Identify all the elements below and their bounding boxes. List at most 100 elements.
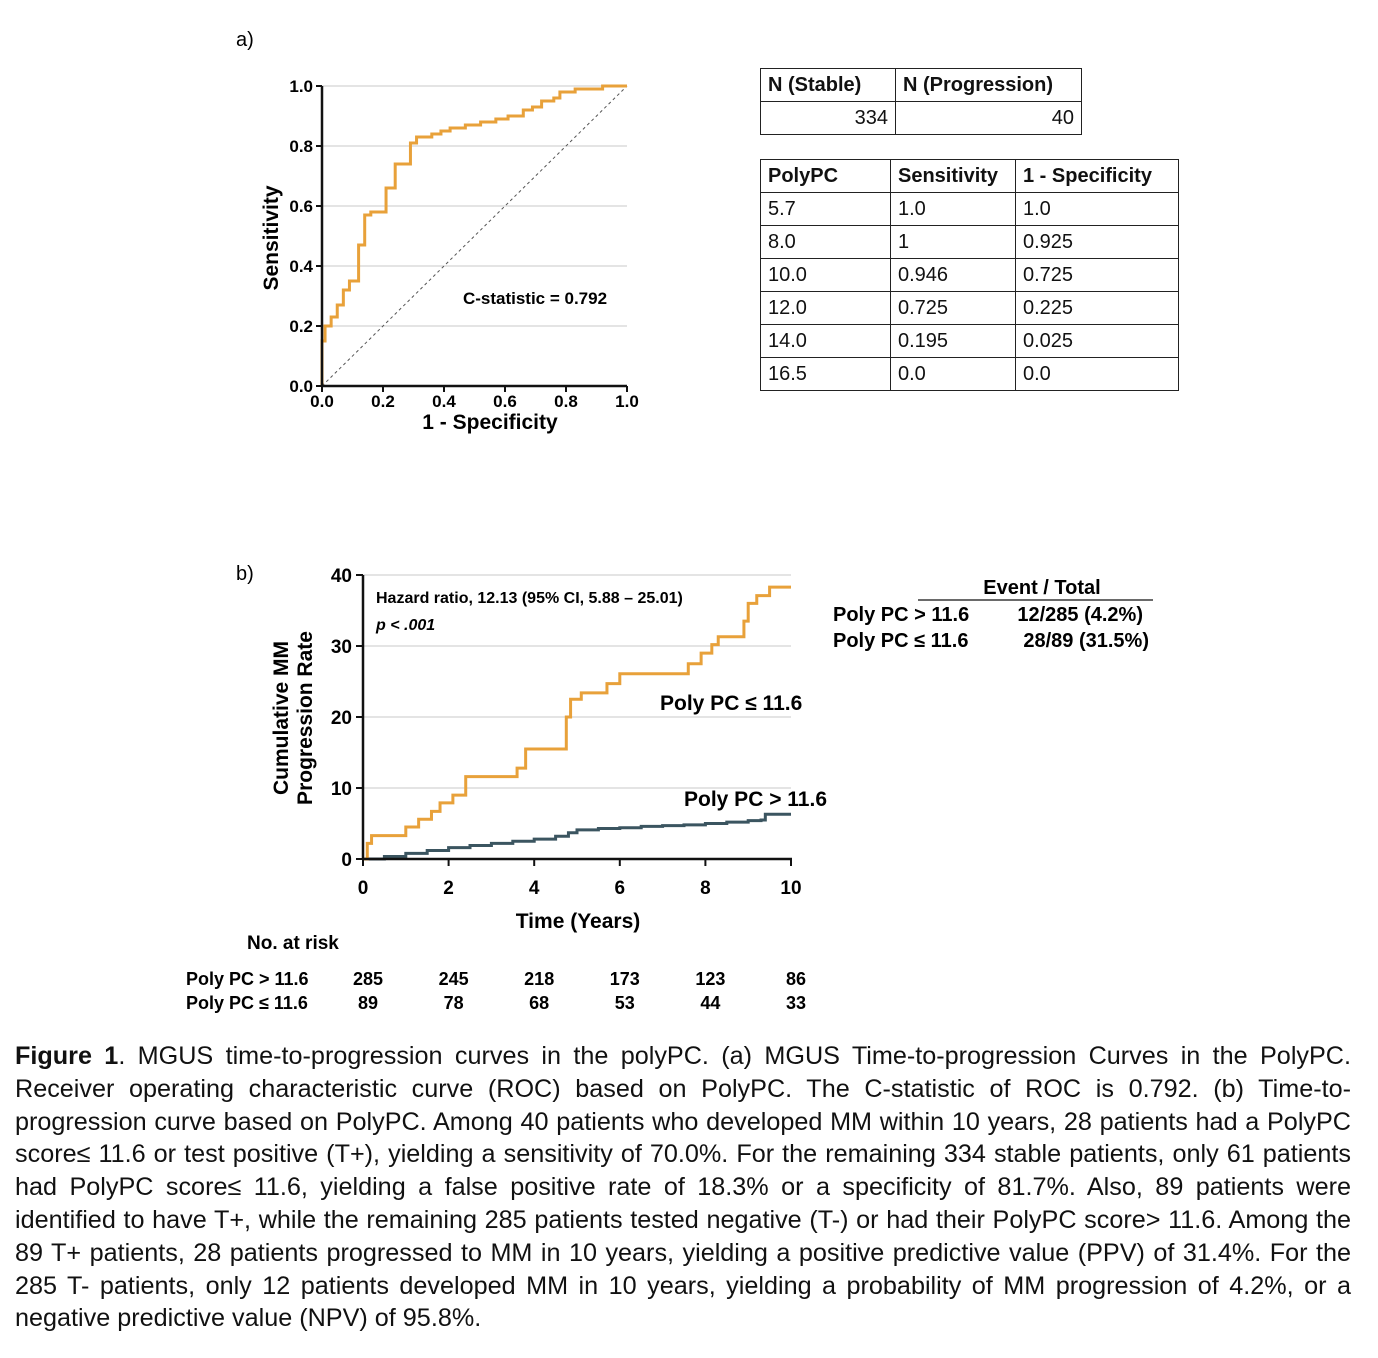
- table-header-cell: N (Progression): [895, 68, 1082, 102]
- km-y-tick-label: 20: [331, 708, 352, 729]
- table-cell: 0.725: [1015, 258, 1179, 292]
- roc-y-tick-label: 0.4: [289, 257, 313, 276]
- risk-value: 285: [353, 969, 383, 989]
- km-x-ticks: 0 2 4 6 8 10: [358, 859, 802, 899]
- roc-chart: 0.0 0.2 0.4 0.6 0.8 1.0 0.0 0.2 0.4 0.6 0.8 1.0 1 …: [260, 77, 639, 434]
- table-cell: 0.225: [1015, 291, 1179, 325]
- counts-table: N (Stable) N (Progression) 334 40: [760, 68, 1082, 135]
- risk-value: 173: [610, 969, 640, 989]
- roc-y-tick-label: 0.2: [289, 317, 313, 336]
- table-row: 334 40: [760, 101, 1082, 135]
- table-cell: 5.7: [760, 192, 891, 226]
- risk-value: 33: [786, 993, 806, 1013]
- km-y-axis-title-line2: Progression Rate: [294, 631, 317, 805]
- table-cell: 0.0: [890, 357, 1016, 391]
- risk-table-title: No. at risk: [247, 933, 339, 954]
- table-cell: 12.0: [760, 291, 891, 325]
- risk-value: 218: [524, 969, 554, 989]
- table-cell: 334: [760, 101, 896, 135]
- risk-value: 53: [615, 993, 635, 1013]
- roc-y-tick-label: 0.6: [289, 197, 313, 216]
- table-cell: 0.195: [890, 324, 1016, 358]
- table-row: 5.7 1.0 1.0: [760, 192, 1179, 226]
- event-group-label: Poly PC ≤ 11.6: [833, 630, 969, 652]
- table-cell: 14.0: [760, 324, 891, 358]
- km-x-tick-label: 8: [700, 878, 711, 899]
- panel-a-label: a): [236, 29, 254, 51]
- km-x-axis-title: Time (Years): [516, 910, 641, 933]
- km-curve-low: [363, 585, 791, 861]
- km-y-tick-label: 30: [331, 637, 352, 658]
- km-y-tick-label: 0: [341, 850, 352, 871]
- curve-label-low: Poly PC ≤ 11.6: [660, 692, 802, 715]
- roc-gridlines: [322, 85, 627, 327]
- roc-x-tick-label: 0.4: [432, 392, 456, 411]
- table-row: PolyPC Sensitivity 1 - Specificity: [760, 159, 1179, 193]
- roc-y-ticks: 0.0 0.2 0.4 0.6 0.8 1.0: [289, 77, 322, 396]
- figure-caption: Figure 1. MGUS time-to-progression curve…: [15, 1040, 1351, 1335]
- km-y-axis-title-line1: Cumulative MM: [270, 641, 293, 795]
- event-group-value: 12/285 (4.2%): [1017, 604, 1143, 626]
- table-cell: 16.5: [760, 357, 891, 391]
- table-header-cell: Sensitivity: [890, 159, 1016, 193]
- roc-y-tick-label: 1.0: [289, 77, 313, 96]
- km-x-tick-label: 4: [529, 878, 540, 899]
- risk-value: 78: [444, 993, 464, 1013]
- p-value-annotation: p < .001: [375, 617, 435, 634]
- c-statistic-annotation: C-statistic = 0.792: [463, 289, 607, 308]
- risk-values: 285 245 218 173 123 86 89 78 68 53 44 33: [353, 969, 806, 1013]
- roc-x-ticks: 0.0 0.2 0.4 0.6 0.8 1.0: [310, 386, 639, 411]
- risk-value: 86: [786, 969, 806, 989]
- km-x-tick-label: 2: [443, 878, 454, 899]
- km-y-tick-label: 40: [331, 566, 352, 587]
- curve-label-high: Poly PC > 11.6: [684, 788, 827, 811]
- table-cell: 1: [890, 225, 1016, 259]
- km-curve-high: [363, 812, 791, 861]
- table-row: 10.0 0.946 0.725: [760, 258, 1179, 292]
- event-total-summary: Event / Total Poly PC > 11.6 12/285 (4.2…: [833, 577, 1153, 652]
- event-group-label: Poly PC > 11.6: [833, 604, 969, 626]
- risk-value: 44: [700, 993, 720, 1013]
- roc-diagonal: [321, 85, 628, 387]
- table-row: 14.0 0.195 0.025: [760, 324, 1179, 358]
- panel-b-label: b): [236, 563, 254, 585]
- roc-y-tick-label: 0.0: [289, 377, 313, 396]
- km-chart: 0 10 20 30 40 0 2 4 6 8 10 Time (Years) Cumulativ…: [270, 566, 827, 933]
- risk-value: 89: [358, 993, 378, 1013]
- hazard-ratio-annotation: Hazard ratio, 12.13 (95% CI, 5.88 – 25.0…: [376, 590, 683, 607]
- roc-x-tick-label: 0.2: [371, 392, 395, 411]
- caption-label: Figure 1: [15, 1042, 119, 1070]
- table-cell: 10.0: [760, 258, 891, 292]
- table-cell: 0.946: [890, 258, 1016, 292]
- table-cell: 8.0: [760, 225, 891, 259]
- roc-curve: [320, 84, 627, 386]
- table-cell: 1.0: [890, 192, 1016, 226]
- roc-x-tick-label: 1.0: [615, 392, 639, 411]
- roc-x-tick-label: 0.8: [554, 392, 578, 411]
- risk-value: 68: [529, 993, 549, 1013]
- table-cell: 1.0: [1015, 192, 1179, 226]
- km-x-tick-label: 6: [615, 878, 626, 899]
- roc-y-tick-label: 0.8: [289, 137, 313, 156]
- km-x-tick-label: 10: [780, 878, 801, 899]
- caption-text: . MGUS time-to-progression curves in the…: [15, 1042, 1351, 1333]
- km-x-tick-label: 0: [358, 878, 369, 899]
- risk-value: 123: [695, 969, 725, 989]
- table-cell: 0.925: [1015, 225, 1179, 259]
- table-cell: 0.025: [1015, 324, 1179, 358]
- roc-x-tick-label: 0.6: [493, 392, 517, 411]
- risk-table: No. at risk Poly PC > 11.6 Poly PC ≤ 11.…: [186, 933, 806, 1013]
- risk-value: 245: [439, 969, 469, 989]
- table-row: N (Stable) N (Progression): [760, 68, 1082, 102]
- roc-y-axis-title: Sensitivity: [260, 185, 283, 290]
- table-row: 8.0 1 0.925: [760, 225, 1179, 259]
- table-header-cell: PolyPC: [760, 159, 891, 193]
- table-cell: 0.0: [1015, 357, 1179, 391]
- table-row: 16.5 0.0 0.0: [760, 357, 1179, 391]
- event-group-value: 28/89 (31.5%): [1023, 630, 1149, 652]
- risk-row-label: Poly PC ≤ 11.6: [186, 993, 308, 1013]
- table-header-cell: N (Stable): [760, 68, 896, 102]
- roc-x-tick-label: 0.0: [310, 392, 334, 411]
- table-cell: 0.725: [890, 291, 1016, 325]
